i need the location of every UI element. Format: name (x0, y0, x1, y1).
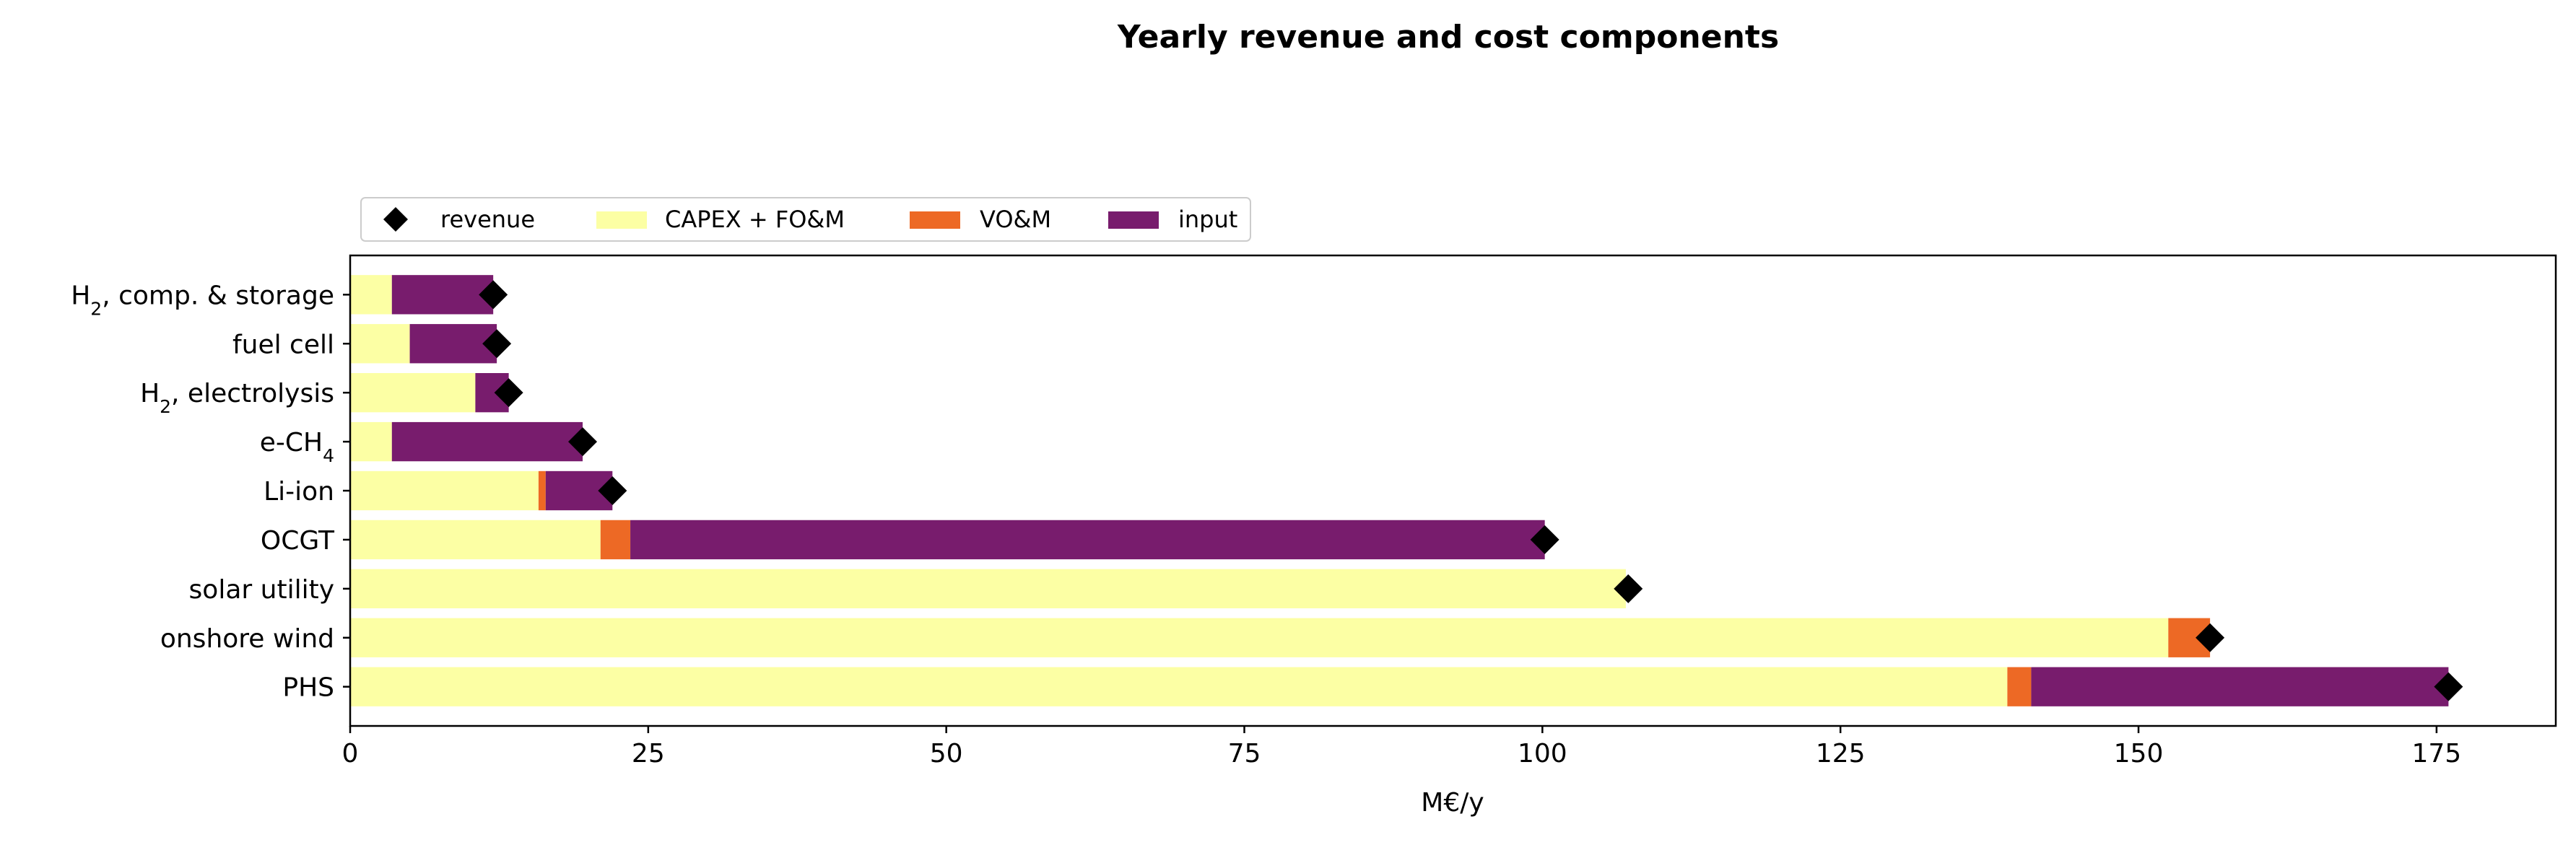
y-tick-label: H2, comp. & storage (71, 281, 334, 319)
bar-segment-input (409, 324, 497, 364)
bar-segment-input (391, 421, 583, 462)
chart-title: Yearly revenue and cost components (1117, 19, 1779, 56)
bars-layer (350, 275, 2449, 706)
bar-segment-capex-fo-m (350, 421, 392, 462)
revenue-marker (568, 427, 598, 457)
x-tick-label: 50 (930, 739, 963, 769)
revenue-marker (2196, 623, 2225, 652)
legend-swatch (1108, 211, 1159, 229)
revenue-marker (1614, 574, 1643, 603)
x-tick-label: 100 (1518, 739, 1567, 769)
bar-segment-capex-fo-m (350, 667, 2008, 706)
bar-segment-vo-m (538, 470, 546, 511)
legend-swatch (596, 211, 647, 229)
revenue-marker (2434, 672, 2463, 701)
legend-frame (360, 197, 1251, 242)
y-tick-label: H2, electrolysis (140, 379, 334, 417)
bar-segment-capex-fo-m (350, 324, 410, 364)
legend-label: VO&M (980, 206, 1051, 233)
legend-label: input (1178, 206, 1237, 233)
bar-segment-input (2031, 667, 2449, 706)
y-tick-label: Li-ion (264, 477, 334, 507)
x-tick-label: 25 (632, 739, 665, 769)
bar-segment-capex-fo-m (350, 470, 539, 511)
x-tick-label: 175 (2412, 739, 2462, 769)
bar-segment-capex-fo-m (350, 520, 601, 560)
bar-segment-vo-m (600, 520, 631, 560)
legend-swatch (910, 211, 960, 229)
y-tick-label: solar utility (189, 575, 334, 605)
legend-revenue-marker (383, 207, 408, 232)
y-tick-label: onshore wind (160, 624, 334, 654)
x-tick-label: 150 (2114, 739, 2164, 769)
legend-label: revenue (440, 206, 535, 233)
y-tick-label: fuel cell (232, 330, 334, 359)
bar-segment-capex-fo-m (350, 275, 392, 315)
bar-segment-capex-fo-m (350, 569, 1626, 608)
revenue-markers (479, 280, 2463, 701)
bar-segment-input (391, 275, 494, 315)
legend: revenue CAPEX + FO&M VO&M input (360, 197, 1251, 242)
legend-label: CAPEX + FO&M (665, 206, 845, 233)
bar-segment-input (630, 520, 1545, 560)
revenue-marker (494, 378, 523, 408)
x-tick-label: 125 (1816, 739, 1866, 769)
y-tick-label: PHS (282, 673, 334, 703)
revenue-marker (598, 476, 627, 505)
y-axis: H2, comp. & storage fuel cell H2, electrol… (71, 281, 350, 703)
x-axis: 0 25 50 75 100 125 150 175 (342, 726, 2462, 769)
revenue-marker (482, 329, 512, 359)
bar-segment-capex-fo-m (350, 618, 2169, 657)
revenue-marker (1530, 525, 1559, 554)
y-tick-label: e-CH4 (260, 428, 334, 466)
bar-segment-vo-m (2007, 667, 2032, 706)
revenue-marker (479, 280, 508, 310)
x-tick-label: 0 (342, 739, 359, 769)
x-axis-label: M€/y (1421, 788, 1484, 818)
bar-segment-capex-fo-m (350, 373, 476, 413)
y-tick-label: OCGT (261, 526, 335, 556)
x-tick-label: 75 (1228, 739, 1261, 769)
